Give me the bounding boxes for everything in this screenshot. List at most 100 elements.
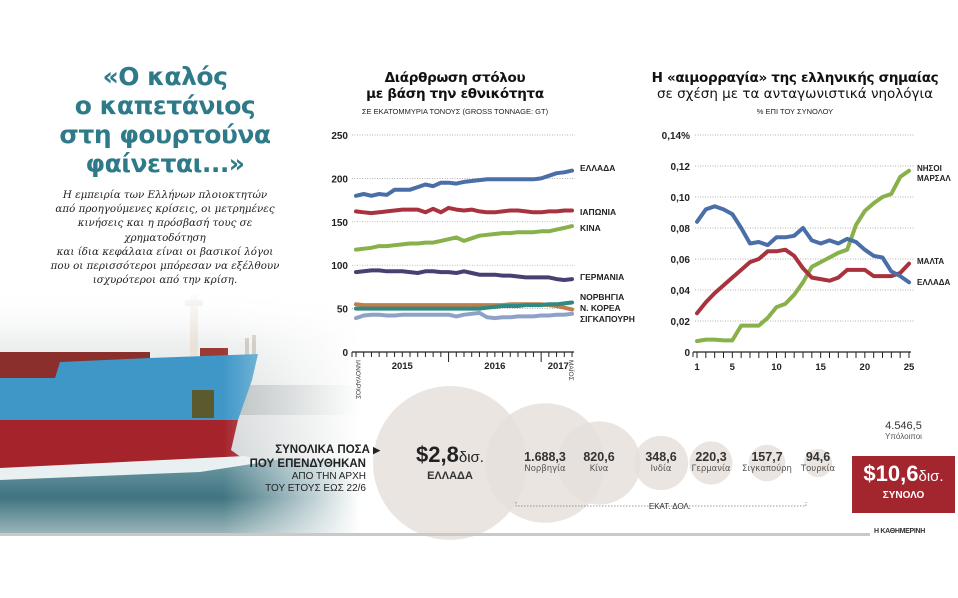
bubble-value: 348,6 [645,450,677,464]
headline-line: στη φουρτούνα [59,120,271,149]
bubble-value: 220,3 [695,450,727,464]
series-line [354,205,574,216]
y-tick-label: 0,14% [662,131,690,142]
fleet-title-line: με βάση την εθνικότητα [366,86,544,102]
fleet-chart-title: Διάρθρωση στόλου με βάση την εθνικότητα … [335,70,575,116]
headline: «Ο καλός ο καπετάνιος στη φουρτούνα φαίν… [40,62,290,178]
series-label: ΙΑΠΩΝΙΑ [580,207,616,217]
lede-line: ισχυρότεροι από την κρίση. [92,274,238,287]
series-line [354,310,574,321]
lede-line: Η εμπειρία των Ελλήνων πλοιοκτητών [62,189,268,201]
series-line [695,204,911,285]
series-line [354,168,574,198]
x-tick-label: 25 [904,362,915,373]
total-unit: δισ. [918,468,944,485]
y-tick-label: 100 [331,261,348,272]
x-end-label: ΜΑΪΟΣ [567,360,575,381]
bubble-country: Γερμανία [691,464,731,474]
bubble-greece [373,386,527,540]
y-tick-label: 0 [684,348,690,359]
flag-chart: 00,020,040,060,080,100,120,14%1 5 10 15 20 25… [662,131,952,373]
bubble-country: Σιγκαπούρη [742,464,792,474]
x-tick-label: 10 [771,362,782,373]
bubble-country: Τουρκία [800,464,836,474]
bubble-country [689,441,733,485]
series-label: ΣΙΓΚΑΠΟΥΡΗ [580,314,635,324]
series-label: Ν. ΚΟΡΕΑ [580,303,621,313]
investment-title-line: ΣΥΝΟΛΙΚΑ ΠΟΣΑ ▶ [190,443,380,457]
bubble-label: 94,6 Τουρκία [778,450,858,474]
greece-amount: $2,8 [416,442,459,467]
bubble-label: 157,7 Σιγκαπούρη [727,450,807,474]
unit-label: ΕΚΑΤ. ΔΟΛ. [648,502,692,511]
lede-line: και ίδια κεφάλαια είναι οι βασικοί λόγοι [56,245,274,258]
y-tick-label: 200 [331,174,348,185]
arrow-right-icon: ▶ [373,445,380,455]
bubble-country [633,435,689,491]
investment-title-text: ΣΥΝΟΛΙΚΑ ΠΟΣΑ [275,444,370,456]
fleet-chart-subtitle: ΣΕ ΕΚΑΤΟΜΜΥΡΙΑ ΤΟΝΟΥΣ (GROSS TONNAGE: GT… [361,107,549,116]
bubble-country [748,444,786,482]
y-tick-label: 50 [337,305,349,316]
x-tick-label: 5 [730,362,736,373]
investment-subtitle-line: ΤΟΥ ΕΤΟΥΣ ΕΩΣ 22/6 [265,483,366,494]
lede-line: που οι περισσότεροι μπόρεσαν να εξέλθουν [50,260,280,273]
lede-line: κινήσεις και η πρόσβασή τους σε χρηματοδ… [77,217,253,244]
series-line [354,224,574,252]
fleet-title-line: Διάρθρωση στόλου [384,70,526,86]
y-tick-label: 0,12 [671,162,691,173]
bubble-value: 820,6 [583,450,615,464]
x-tick-label: 2016 [484,361,505,372]
bubble-country [803,448,833,478]
investment-subtitle-line: ΑΠΟ ΤΗΝ ΑΡΧΗ [291,471,366,482]
y-tick-label: 0 [342,348,348,359]
series-label: ΜΑΛΤΑ [917,257,944,266]
headline-line: «Ο καλός [102,62,228,91]
headline-line: ο καπετάνιος [74,91,256,120]
x-start-label: ΙΑΝΟΥΑΡΙΟΣ [354,360,361,399]
flag-title-line: Η «αιμορραγία» της ελληνικής σημαίας [651,70,939,86]
flag-title-line: σε σχέση με τα ανταγωνιστικά νηολόγια [656,86,934,102]
series-line [695,247,911,316]
series-line [354,300,574,311]
series-label: ΝΗΣΟΙ [917,164,942,173]
bubble-label: 348,6 Ινδία [621,450,701,474]
bubble-country: Ινδία [650,464,672,474]
bubble-value: 157,7 [751,450,783,464]
others-value: 4.546,5 [885,420,922,432]
y-tick-label: 0,08 [671,224,691,235]
bubble-label: 220,3 Γερμανία [671,450,751,474]
investment-title-line: ΠΟΥ ΕΠΕΝΔΥΘΗΚΑΝ [249,458,366,470]
x-tick-label: 1 [694,362,700,373]
total-box: $10,6δισ. ΣΥΝΟΛΟ [852,456,955,513]
others-investment: 4.546,5 Υπόλοιποι [852,420,955,441]
footer-brand: Η ΚΑΘΗΜΕΡΙΝΗ [874,528,926,535]
lede-line: από προηγούμενες κρίσεις, οι μετρημένες [55,203,275,216]
y-tick-label: 250 [331,131,348,142]
bubble-value: 94,6 [805,450,831,464]
lede-paragraph: Η εμπειρία των Ελλήνων πλοιοκτητών από π… [40,188,290,287]
x-tick-label: 15 [815,362,826,373]
bubble-label: 1.688,3 Νορβηγία [505,450,585,474]
series-label: ΓΕΡΜΑΝΙΑ [580,272,624,282]
x-tick-label: 2017 [548,361,569,372]
series-line [695,168,911,344]
bubble-country: Νορβηγία [524,464,566,474]
bubble-country [557,421,641,505]
headline-line: φαίνεται...» [85,149,245,178]
y-tick-label: 0,02 [671,317,691,328]
total-label: ΣΥΝΟΛΟ [882,490,925,501]
y-tick-label: 150 [331,218,348,229]
series-label: ΚΙΝΑ [580,223,601,233]
greece-investment: $2,8δισ. ΕΛΛΑΔΑ [400,442,500,483]
series-label: ΕΛΛΑΔΑ [917,278,951,287]
series-line [354,268,574,282]
series-label: ΝΟΡΒΗΓΙΑ [580,292,624,302]
x-tick-label: 20 [860,362,871,373]
series-label: ΕΛΛΑΔΑ [580,163,615,173]
fleet-chart: 0 50 100 150 200 250 2015 2016 2017 ΙΑΝΟΥΑΡΙΟΣ ΜΑΪ… [331,131,635,399]
others-label: Υπόλοιποι [885,432,922,441]
greece-label: ΕΛΛΑΔΑ [427,470,473,482]
